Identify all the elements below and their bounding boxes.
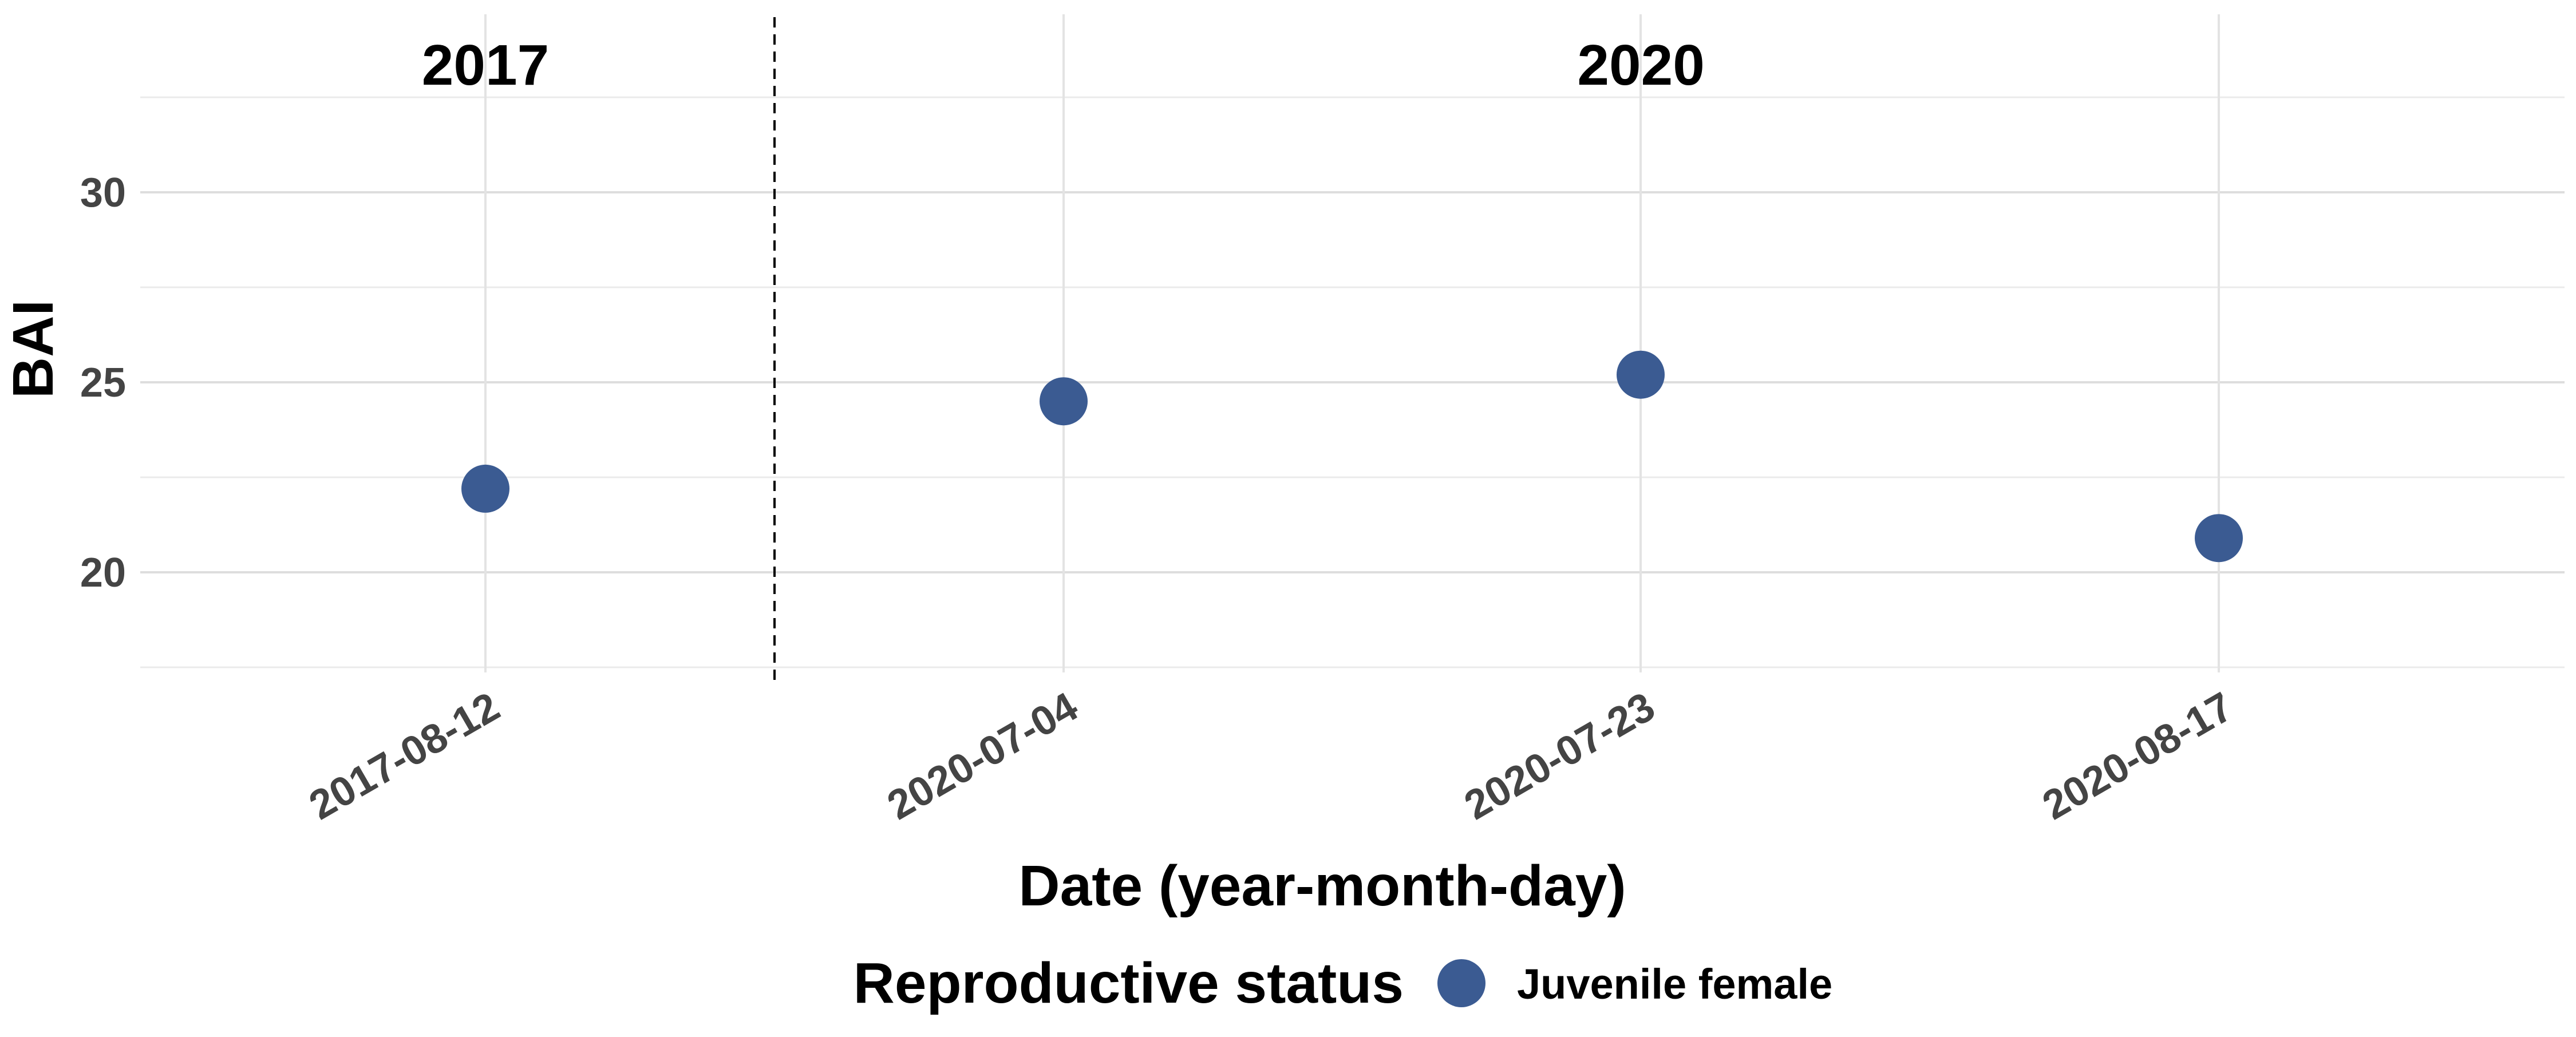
facet-label-2020: 2020 [1577,33,1704,97]
x-tick-label: 2017-08-12 [302,684,507,829]
data-point [2195,514,2243,563]
x-axis-ticks: 2017-08-12 2020-07-04 2020-07-23 2020-08-17 [302,684,2241,829]
y-tick-label: 30 [80,170,126,216]
grid-lines [140,14,2565,672]
y-tick-label: 20 [80,550,126,596]
y-tick-label: 25 [80,360,126,406]
legend: Reproductive status Juvenile female [854,951,1833,1015]
x-tick-label: 2020-08-17 [2035,684,2241,829]
y-axis-ticks: 20 25 30 [80,170,126,596]
legend-title: Reproductive status [854,951,1404,1015]
x-tick-label: 2020-07-23 [1457,684,1662,829]
x-tick-label: 2020-07-04 [880,684,1085,829]
legend-marker-juvenile-female [1437,959,1485,1007]
facet-year-labels: 2017 2020 [422,33,1705,97]
y-axis-title: BAI [1,300,65,398]
legend-label-juvenile-female: Juvenile female [1517,960,1832,1008]
facet-label-2017: 2017 [422,33,549,97]
data-point [461,464,509,513]
data-point [1040,377,1088,426]
data-point [1617,350,1665,399]
data-points [461,350,2243,563]
x-axis-title: Date (year-month-day) [1018,854,1626,918]
